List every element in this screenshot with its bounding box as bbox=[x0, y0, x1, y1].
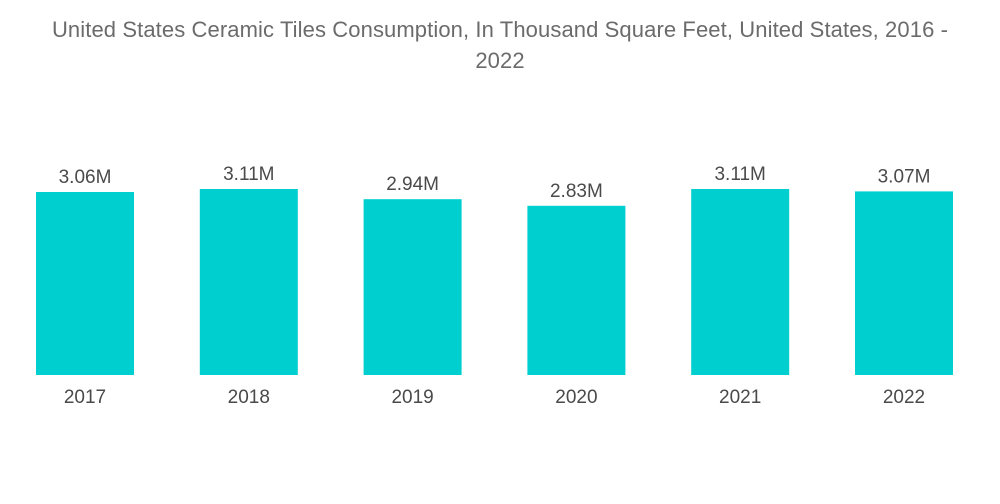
bar-2017[interactable] bbox=[36, 192, 134, 375]
bar-2020[interactable] bbox=[527, 205, 626, 375]
value-label-2017: 3.06M bbox=[59, 167, 112, 188]
x-tick-label-2021: 2021 bbox=[719, 387, 761, 408]
bar-2021[interactable] bbox=[691, 189, 790, 375]
x-tick-label-2020: 2020 bbox=[555, 387, 597, 408]
x-tick-label-2019: 2019 bbox=[391, 387, 433, 408]
value-label-2018: 3.11M bbox=[223, 164, 274, 185]
value-label-2021: 3.11M bbox=[714, 164, 765, 185]
value-label-2020: 2.83M bbox=[550, 181, 603, 202]
value-label-2019: 2.94M bbox=[386, 174, 439, 195]
chart-title-line-1: United States Ceramic Tiles Consumption,… bbox=[51, 17, 949, 42]
bars-group bbox=[36, 189, 953, 375]
bar-2018[interactable] bbox=[199, 189, 298, 375]
chart-title-line-2: 2022 bbox=[475, 48, 525, 73]
chart-title: United States Ceramic Tiles Consumption,… bbox=[0, 14, 1000, 76]
bar-2022[interactable] bbox=[855, 191, 953, 375]
value-labels-group: 3.06M 3.11M 2.94M 2.83M 3.11M 3.07M bbox=[59, 164, 931, 202]
x-axis-tick-labels: 2017 2018 2019 2020 2021 2022 bbox=[64, 387, 925, 408]
value-label-2022: 3.07M bbox=[878, 166, 931, 187]
bar-2019[interactable] bbox=[363, 199, 462, 375]
x-tick-label-2017: 2017 bbox=[64, 387, 106, 408]
x-tick-label-2022: 2022 bbox=[883, 387, 925, 408]
x-tick-label-2018: 2018 bbox=[228, 387, 270, 408]
